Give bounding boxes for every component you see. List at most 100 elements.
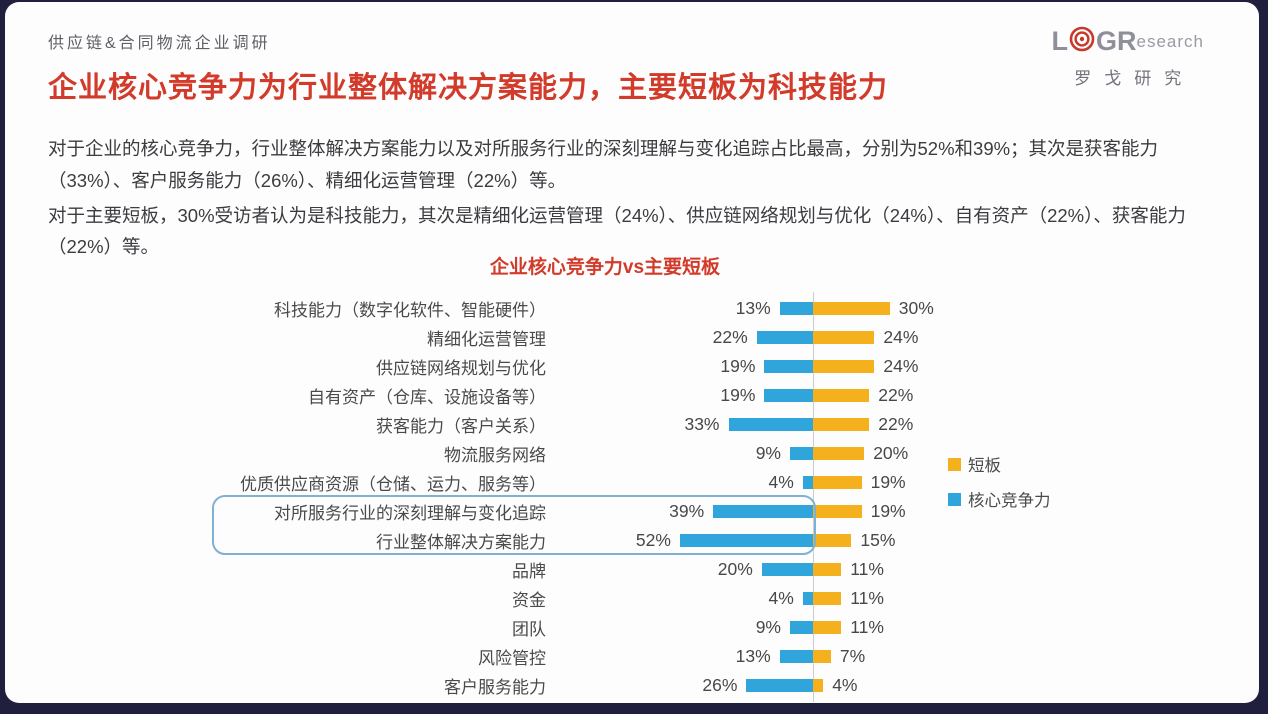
- right-bar-zone: 15%: [813, 530, 895, 551]
- shortboard-value-label: 24%: [883, 327, 919, 347]
- category-label: 自有资产（仓库、设施设备等）: [308, 388, 546, 407]
- left-bar-zone: 20%: [560, 559, 813, 580]
- core-value-label: 39%: [669, 501, 705, 521]
- chart-row: 对所服务行业的深刻理解与变化追踪 39% 19%: [200, 497, 1210, 526]
- core-competitiveness-bar: [790, 447, 813, 460]
- right-bar-zone: 7%: [813, 646, 865, 667]
- category-label: 对所服务行业的深刻理解与变化追踪: [274, 504, 546, 523]
- shortboard-bar: [813, 447, 865, 460]
- chart-row: 供应链网络规划与优化 19% 24%: [200, 352, 1210, 381]
- shortboard-value-label: 22%: [878, 385, 914, 405]
- core-competitiveness-bar: [779, 650, 813, 663]
- core-value-label: 9%: [755, 617, 781, 637]
- core-value-label: 33%: [684, 414, 720, 434]
- right-bar-zone: 22%: [813, 414, 913, 435]
- shortboard-bar: [813, 331, 875, 344]
- core-competitiveness-bar: [679, 534, 813, 547]
- legend-item-shortboard: 短板: [948, 452, 1051, 476]
- category-label: 供应链网络规划与优化: [376, 359, 546, 378]
- left-bar-zone: 26%: [560, 675, 813, 696]
- chart-row: 资金 4% 11%: [200, 584, 1210, 613]
- right-bar-zone: 11%: [813, 588, 884, 609]
- right-bar-zone: 30%: [813, 298, 934, 319]
- shortboard-bar: [813, 592, 842, 605]
- summary-text: 对于企业的核心竞争力，行业整体解决方案能力以及对所服务行业的深刻理解与变化追踪占…: [48, 133, 1233, 266]
- chart-row: 物流服务网络 9% 20%: [200, 439, 1210, 468]
- logo: L GR esearch 罗戈研究: [1052, 26, 1204, 89]
- logo-subtitle: 罗戈研究: [1074, 69, 1195, 88]
- category-label: 科技能力（数字化软件、智能硬件）: [274, 301, 546, 320]
- legend-swatch-shortboard: [948, 457, 961, 471]
- shortboard-bar: [813, 679, 824, 692]
- shortboard-value-label: 15%: [860, 530, 896, 550]
- shortboard-bar: [813, 389, 870, 402]
- category-label: 客户服务能力: [444, 678, 546, 697]
- slide: 供应链&合同物流企业调研 L GR esearch 罗戈研究 企业核心竞争力为行业…: [5, 2, 1259, 703]
- right-bar-zone: 24%: [813, 327, 918, 348]
- core-value-label: 13%: [735, 646, 771, 666]
- category-label: 物流服务网络: [444, 446, 546, 465]
- shortboard-value-label: 20%: [873, 443, 909, 463]
- core-value-label: 9%: [755, 443, 781, 463]
- right-bar-zone: 20%: [813, 443, 908, 464]
- shortboard-value-label: 22%: [878, 414, 914, 434]
- chart-row: 自有资产（仓库、设施设备等） 19% 22%: [200, 381, 1210, 410]
- shortboard-value-label: 24%: [883, 356, 919, 376]
- core-value-label: 4%: [768, 472, 794, 492]
- category-label: 资金: [512, 591, 546, 610]
- shortboard-bar: [813, 476, 862, 489]
- chart-plot-area: 科技能力（数字化软件、智能硬件） 13% 30% 精细化运营管理 22% 24% 供应链网络…: [200, 292, 1210, 702]
- core-competitiveness-bar: [746, 679, 813, 692]
- logo-target-icon: [1069, 26, 1095, 57]
- shortboard-bar: [813, 563, 842, 576]
- eyebrow-label: 供应链&合同物流企业调研: [48, 35, 271, 52]
- diverging-bar-chart: 企业核心竞争力vs主要短板 科技能力（数字化软件、智能硬件） 13% 30% 精细化运…: [200, 252, 1210, 702]
- category-label: 品牌: [512, 562, 546, 581]
- shortboard-bar: [813, 418, 870, 431]
- chart-rows: 科技能力（数字化软件、智能硬件） 13% 30% 精细化运营管理 22% 24% 供应链网络…: [200, 294, 1210, 700]
- shortboard-value-label: 19%: [870, 472, 906, 492]
- left-bar-zone: 4%: [560, 588, 813, 609]
- chart-row: 优质供应商资源（仓储、运力、服务等） 4% 19%: [200, 468, 1210, 497]
- category-label: 精细化运营管理: [427, 330, 546, 349]
- core-value-label: 52%: [635, 530, 671, 550]
- legend-label-core: 核心竞争力: [968, 492, 1051, 510]
- shortboard-value-label: 19%: [870, 501, 906, 521]
- right-bar-zone: 4%: [813, 675, 857, 696]
- left-bar-zone: 19%: [560, 356, 813, 377]
- left-bar-zone: 19%: [560, 385, 813, 406]
- left-bar-zone: 9%: [560, 617, 813, 638]
- core-value-label: 26%: [702, 675, 738, 695]
- chart-row: 科技能力（数字化软件、智能硬件） 13% 30%: [200, 294, 1210, 323]
- left-bar-zone: 33%: [560, 414, 813, 435]
- core-competitiveness-bar: [802, 592, 813, 605]
- core-competitiveness-bar: [764, 360, 813, 373]
- left-bar-zone: 9%: [560, 443, 813, 464]
- shortboard-value-label: 11%: [850, 588, 884, 608]
- chart-row: 风险管控 13% 7%: [200, 642, 1210, 671]
- paragraph-shortboard: 对于主要短板，30%受访者认为是科技能力，其次是精细化运营管理（24%）、供应链…: [48, 204, 1186, 258]
- left-bar-zone: 52%: [560, 530, 813, 551]
- page-title: 企业核心竞争力为行业整体解决方案能力，主要短板为科技能力: [48, 72, 889, 104]
- paragraph-core-competitiveness: 对于企业的核心竞争力，行业整体解决方案能力以及对所服务行业的深刻理解与变化追踪占…: [48, 138, 1159, 191]
- right-bar-zone: 11%: [813, 559, 884, 580]
- chart-row: 获客能力（客户关系） 33% 22%: [200, 410, 1210, 439]
- category-label: 获客能力（客户关系）: [376, 417, 546, 436]
- legend-item-core: 核心竞争力: [948, 487, 1051, 511]
- right-bar-zone: 19%: [813, 472, 906, 493]
- category-label: 团队: [512, 620, 546, 639]
- core-competitiveness-bar: [764, 389, 813, 402]
- category-label: 优质供应商资源（仓储、运力、服务等）: [240, 475, 546, 494]
- core-competitiveness-bar: [790, 621, 813, 634]
- shortboard-value-label: 11%: [850, 617, 884, 637]
- shortboard-value-label: 30%: [898, 298, 934, 318]
- core-value-label: 22%: [712, 327, 748, 347]
- chart-row: 精细化运营管理 22% 24%: [200, 323, 1210, 352]
- right-bar-zone: 19%: [813, 501, 906, 522]
- chart-row: 品牌 20% 11%: [200, 555, 1210, 584]
- chart-row: 团队 9% 11%: [200, 613, 1210, 642]
- core-competitiveness-bar: [728, 418, 813, 431]
- core-value-label: 4%: [768, 588, 794, 608]
- left-bar-zone: 13%: [560, 298, 813, 319]
- chart-row: 客户服务能力 26% 4%: [200, 671, 1210, 700]
